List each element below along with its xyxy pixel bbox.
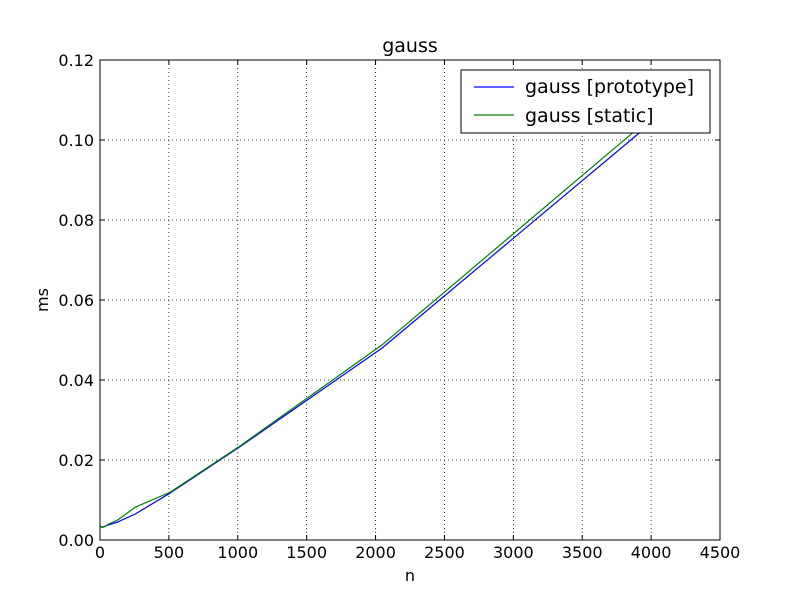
- y-tick-label: 0.04: [58, 371, 94, 390]
- x-tick-label: 2500: [424, 543, 465, 562]
- y-tick-label: 0.12: [58, 51, 94, 70]
- axis-ticks: 0 500 1000 1500 2000 2500 3000 3500 4000 4500 0.00…: [58, 51, 740, 562]
- x-tick-label: 500: [154, 543, 185, 562]
- y-tick-label: 0.00: [58, 531, 94, 550]
- x-tick-label: 4500: [700, 543, 741, 562]
- chart-title: gauss: [382, 35, 438, 57]
- grid-lines: [100, 60, 720, 540]
- x-tick-label: 1500: [286, 543, 327, 562]
- x-tick-label: 3500: [562, 543, 603, 562]
- x-tick-label: 1000: [217, 543, 258, 562]
- y-tick-label: 0.02: [58, 451, 94, 470]
- legend-label-static: gauss [static]: [525, 105, 654, 127]
- x-tick-label: 2000: [355, 543, 396, 562]
- y-tick-label: 0.08: [58, 211, 94, 230]
- x-tick-label: 4000: [631, 543, 672, 562]
- x-axis-label: n: [405, 566, 415, 585]
- y-axis-label: ms: [33, 288, 52, 312]
- x-tick-label: 3000: [493, 543, 534, 562]
- y-tick-label: 0.06: [58, 291, 94, 310]
- y-tick-label: 0.10: [58, 131, 94, 150]
- legend-label-prototype: gauss [prototype]: [525, 76, 694, 98]
- x-tick-label: 0: [95, 543, 105, 562]
- series-line-static: [100, 105, 665, 529]
- legend-box: [460, 69, 711, 134]
- series-layer: [100, 105, 665, 529]
- legend: gauss [prototype] gauss [static]: [460, 69, 711, 134]
